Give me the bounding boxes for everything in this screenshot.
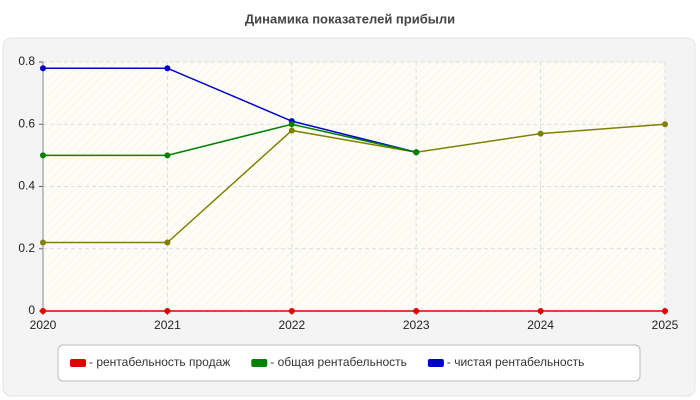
x-tick-label: 2023 (403, 318, 430, 332)
y-tick-label: 0.4 (18, 179, 35, 193)
y-tick-label: 0 (28, 303, 35, 317)
point (537, 130, 544, 137)
point (164, 308, 171, 314)
point (40, 239, 46, 246)
point (40, 308, 46, 314)
legend (57, 344, 641, 382)
x-tick-label: 2022 (278, 318, 305, 332)
chart-title: Динамика показателей прибыли (245, 11, 455, 26)
point (288, 308, 295, 314)
y-tick-label: 0.8 (18, 54, 35, 68)
point (288, 127, 295, 134)
x-tick-label: 2024 (527, 318, 554, 332)
legend-label: - общая рентабельность (270, 355, 407, 369)
point (662, 121, 668, 128)
point (164, 239, 171, 246)
point (662, 308, 668, 314)
y-tick-label: 0.2 (18, 241, 35, 255)
point (164, 65, 171, 72)
series-line (43, 123, 666, 244)
series-line (43, 123, 417, 157)
x-tick-label: 2021 (154, 318, 181, 332)
legend-label: - рентабельность продаж (89, 355, 230, 369)
legend-label: - чистая рентабельность (447, 355, 584, 369)
point (40, 65, 46, 72)
x-tick-label: 2020 (30, 318, 57, 332)
point (288, 121, 295, 128)
x-tick-label: 2025 (652, 318, 679, 332)
series-line (43, 67, 417, 153)
point (40, 152, 46, 159)
legend-swatch (251, 359, 268, 367)
point (537, 308, 544, 314)
legend-swatch (427, 359, 444, 367)
point (164, 152, 171, 159)
y-tick-label: 0.6 (18, 116, 35, 130)
point (413, 308, 420, 314)
legend-swatch (70, 359, 86, 367)
point (413, 149, 420, 156)
